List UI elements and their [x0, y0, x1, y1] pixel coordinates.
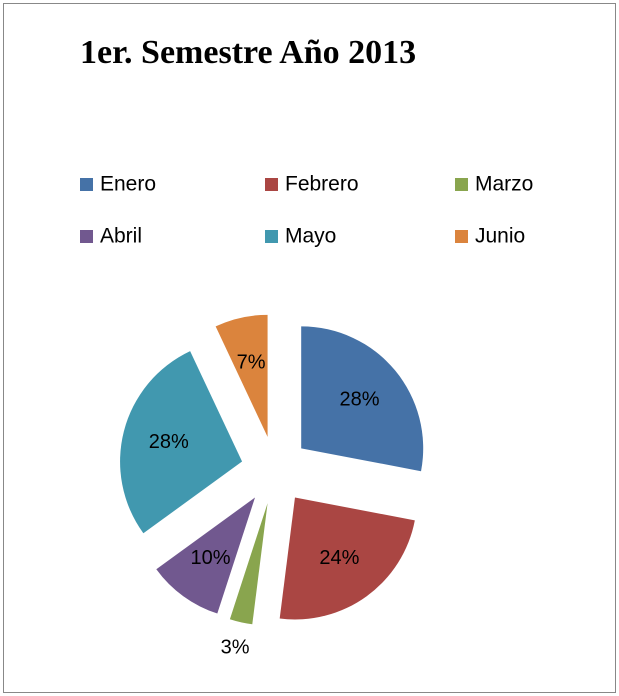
data-label: 28% [339, 388, 379, 410]
data-label: 3% [221, 637, 250, 659]
pie-slice [279, 497, 415, 620]
legend-swatch [265, 178, 278, 191]
legend-swatch [80, 178, 93, 191]
legend-swatch [455, 178, 468, 191]
legend-swatch [265, 230, 278, 243]
pie-slice [229, 503, 268, 625]
legend-swatch [455, 230, 468, 243]
pie-slice [301, 326, 424, 472]
legend-label: Junio [475, 225, 525, 248]
legend-swatch [80, 230, 93, 243]
legend-label: Mayo [285, 225, 336, 248]
data-label: 28% [149, 431, 189, 453]
data-label: 10% [191, 547, 231, 569]
legend-label: Enero [100, 173, 156, 196]
legend-label: Marzo [475, 173, 533, 196]
legend-label: Febrero [285, 173, 359, 196]
pie-slice [120, 351, 243, 534]
pie-slice [156, 497, 256, 614]
data-label: 24% [319, 547, 359, 569]
chart-title: 1er. Semestre Año 2013 [80, 34, 416, 71]
legend-label: Abril [100, 225, 142, 248]
data-label: 7% [237, 351, 266, 373]
pie-slice [215, 314, 268, 437]
